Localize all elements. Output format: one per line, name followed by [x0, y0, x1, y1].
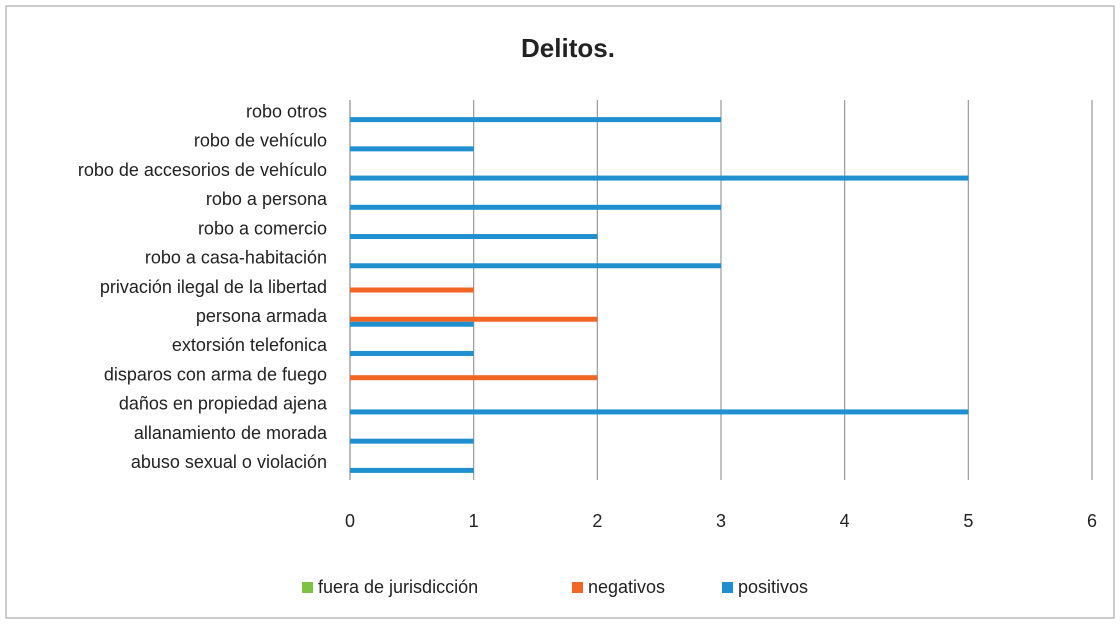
y-tick-label: extorsión telefonica — [172, 335, 328, 355]
bar — [350, 350, 474, 356]
bar — [350, 117, 721, 123]
x-tick-label: 2 — [592, 511, 602, 531]
y-tick-label: abuso sexual o violación — [131, 452, 327, 472]
chart-title: Delitos. — [521, 33, 615, 63]
x-tick-label: 3 — [716, 511, 726, 531]
bar — [350, 234, 598, 240]
bar — [350, 175, 969, 181]
legend-swatch — [302, 582, 313, 593]
bar — [350, 287, 474, 293]
x-tick-label: 1 — [469, 511, 479, 531]
y-tick-label: disparos con arma de fuego — [104, 364, 327, 384]
bar — [350, 316, 598, 322]
x-tick-label: 4 — [840, 511, 850, 531]
bar — [350, 263, 721, 269]
y-tick-label: robo a casa-habitación — [145, 248, 327, 268]
y-tick-label: daños en propiedad ajena — [119, 394, 328, 414]
x-tick-label: 0 — [345, 511, 355, 531]
chart-frame — [5, 5, 1115, 619]
bar — [350, 438, 474, 444]
x-tick-label: 5 — [963, 511, 973, 531]
bar — [350, 204, 721, 210]
y-tick-label: robo de accesorios de vehículo — [78, 160, 327, 180]
y-tick-label: robo de vehículo — [194, 131, 327, 151]
y-tick-label: robo a persona — [206, 189, 328, 209]
y-tick-label: robo a comercio — [198, 218, 327, 238]
bar — [350, 375, 598, 381]
legend-swatch — [572, 582, 583, 593]
x-tick-label: 6 — [1087, 511, 1097, 531]
bar — [350, 146, 474, 152]
legend-label: negativos — [588, 577, 665, 597]
y-tick-label: allanamiento de morada — [134, 423, 328, 443]
bar — [350, 467, 474, 473]
y-tick-label: persona armada — [196, 306, 328, 326]
y-tick-label: privación ilegal de la libertad — [100, 277, 327, 297]
legend-label: fuera de jurisdicción — [318, 577, 478, 597]
legend-swatch — [722, 582, 733, 593]
y-tick-label: robo otros — [246, 101, 327, 121]
legend-label: positivos — [738, 577, 808, 597]
bar — [350, 321, 474, 327]
bar — [350, 409, 969, 415]
